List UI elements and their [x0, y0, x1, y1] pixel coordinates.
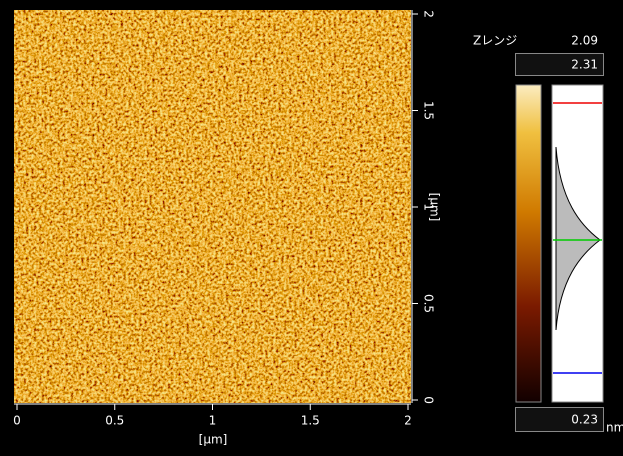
- y-tick-label: 0: [422, 396, 436, 404]
- x-axis-label: [µm]: [199, 433, 228, 447]
- min-field[interactable]: [515, 407, 604, 432]
- y-tick-label: 2: [422, 10, 436, 18]
- x-tick-label: 0: [13, 414, 21, 428]
- z-range-label: Zレンジ: [473, 34, 517, 48]
- y-tick-label: 1.5: [422, 101, 436, 120]
- y-axis-label: [µm]: [428, 193, 442, 222]
- unit-label: nm: [606, 421, 623, 435]
- max-value: 2.31: [571, 58, 598, 72]
- x-tick-label: 1.5: [301, 414, 320, 428]
- color-bar: [515, 84, 542, 403]
- y-tick-label: 0.5: [422, 294, 436, 313]
- x-tick-label: 0.5: [105, 414, 124, 428]
- y-tick-label: 1: [422, 203, 436, 211]
- z-range-value: 2.09: [571, 34, 598, 48]
- max-field[interactable]: [515, 53, 604, 76]
- afm-image: [14, 10, 411, 403]
- x-tick-label: 1: [209, 414, 217, 428]
- x-tick-label: 2: [404, 414, 412, 428]
- min-value: 0.23: [571, 413, 598, 427]
